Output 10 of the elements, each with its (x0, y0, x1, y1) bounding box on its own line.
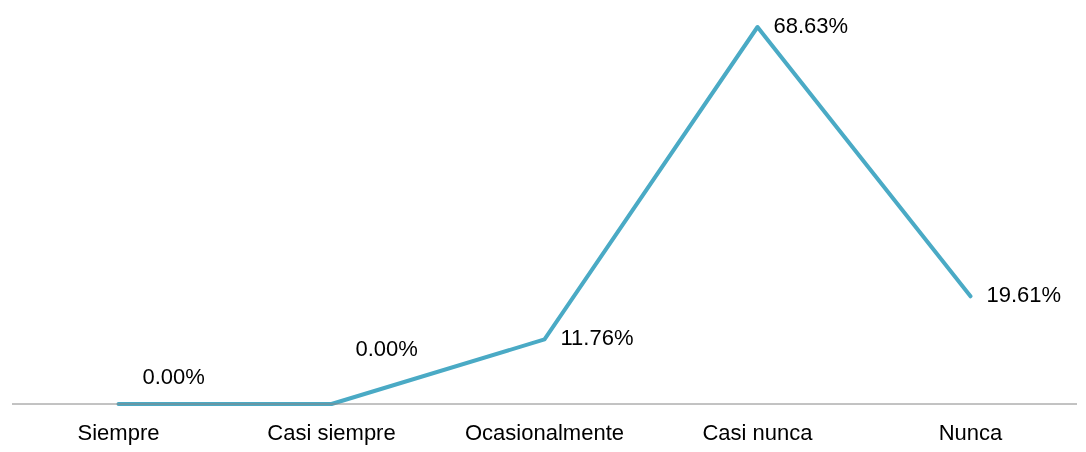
data-label: 19.61% (986, 282, 1062, 308)
data-label: 0.00% (142, 363, 205, 389)
x-tick-label: Casi siempre (267, 420, 396, 445)
data-label: 68.63% (773, 12, 849, 38)
data-label: 0.00% (355, 335, 418, 361)
x-tick-label: Siempre (77, 420, 160, 445)
x-tick-label: Casi nunca (702, 420, 814, 445)
x-tick-label: Nunca (938, 420, 1004, 445)
x-tick-label: Ocasionalmente (465, 420, 624, 445)
data-label: 11.76% (560, 325, 634, 351)
